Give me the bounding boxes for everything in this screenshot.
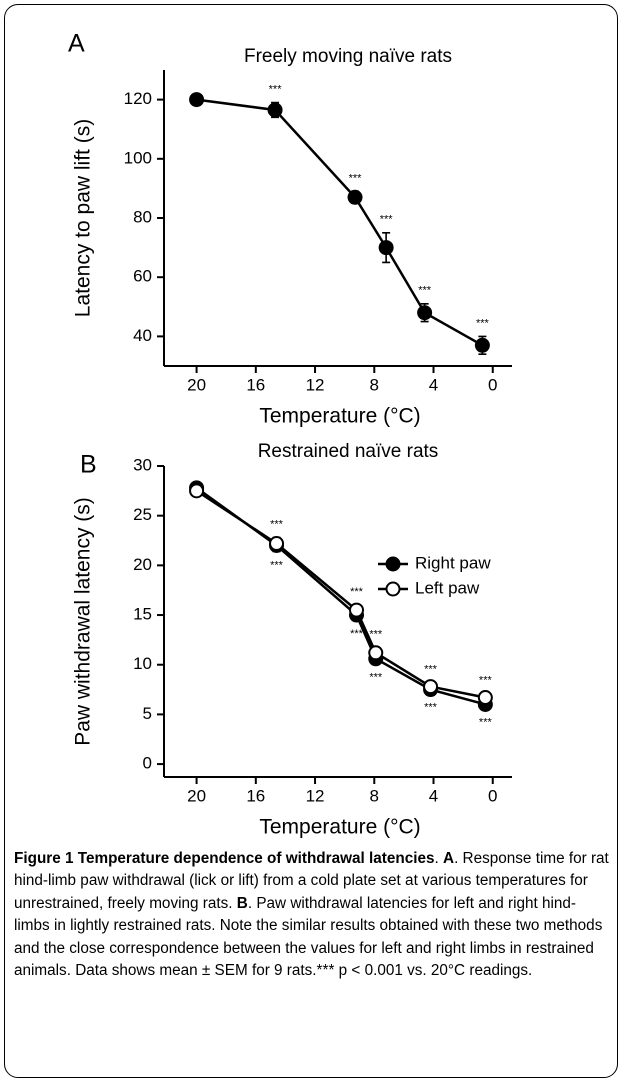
y-tick-label: 0	[143, 754, 152, 773]
series-line	[196, 98, 483, 347]
legend-label: Right paw	[415, 553, 491, 572]
marker	[267, 102, 283, 118]
x-tick-label: 0	[488, 786, 497, 805]
marker	[189, 92, 205, 108]
x-axis-label: Temperature (°C)	[259, 405, 420, 428]
caption: Figure 1 Temperature dependence of withd…	[14, 848, 610, 982]
y-tick-label: 20	[133, 555, 152, 574]
significance-label: ***	[350, 628, 364, 640]
marker	[368, 645, 384, 661]
y-tick-label: 15	[133, 605, 152, 624]
x-tick-label: 20	[187, 375, 206, 394]
significance-label: ***	[270, 559, 284, 571]
chart-title: Restrained naïve rats	[258, 441, 439, 462]
x-axis-label: Temperature (°C)	[259, 816, 420, 839]
x-tick-label: 8	[370, 375, 379, 394]
x-tick-label: 4	[429, 786, 438, 805]
significance-label: ***	[269, 83, 283, 95]
x-tick-label: 0	[488, 375, 497, 394]
significance-label: ***	[369, 672, 383, 684]
marker	[417, 305, 433, 321]
marker	[378, 240, 394, 256]
significance-label: ***	[270, 518, 284, 530]
y-tick-label: 80	[133, 207, 152, 226]
x-tick-label: 20	[187, 786, 206, 805]
marker	[347, 189, 363, 205]
marker	[269, 536, 285, 552]
significance-label: ***	[476, 317, 490, 329]
marker	[477, 690, 493, 706]
legend-marker	[385, 581, 401, 597]
significance-label: ***	[350, 586, 364, 598]
caption-bold: B	[236, 894, 248, 912]
significance-label: ***	[369, 629, 383, 641]
significance-label: ***	[479, 716, 493, 728]
x-tick-label: 12	[306, 786, 325, 805]
y-tick-label: 40	[133, 326, 152, 345]
marker	[474, 337, 490, 353]
y-tick-label: 5	[143, 704, 152, 723]
y-tick-label: 25	[133, 505, 152, 524]
figure-frame	[4, 4, 618, 1078]
significance-label: ***	[424, 664, 438, 676]
significance-label: ***	[349, 172, 363, 184]
y-tick-label: 120	[124, 89, 152, 108]
legend-marker	[385, 556, 401, 572]
x-tick-label: 16	[246, 375, 265, 394]
series-line	[195, 489, 486, 699]
legend-label: Left paw	[415, 578, 480, 597]
marker	[423, 679, 439, 695]
y-axis-label: Latency to paw lift (s)	[72, 119, 95, 317]
significance-label: ***	[424, 701, 438, 713]
caption-bold: A	[443, 850, 455, 867]
chart-title: Freely moving naïve rats	[244, 46, 452, 67]
significance-label: ***	[380, 214, 394, 226]
panel-label: A	[68, 30, 85, 58]
significance-label: ***	[418, 285, 432, 297]
y-tick-label: 60	[133, 267, 152, 286]
marker	[189, 483, 205, 499]
x-tick-label: 8	[370, 786, 379, 805]
x-tick-label: 16	[246, 786, 265, 805]
y-tick-label: 30	[133, 455, 152, 474]
caption-text: . Response time for rat hind-limb paw wi…	[14, 850, 609, 912]
marker	[349, 602, 365, 618]
panel-label: B	[80, 451, 97, 479]
significance-label: ***	[479, 674, 493, 686]
x-tick-label: 4	[429, 375, 438, 394]
y-tick-label: 10	[133, 654, 152, 673]
caption-text: . Paw withdrawal latencies for left and …	[14, 894, 603, 980]
caption-text: .	[434, 850, 443, 867]
caption-bold: Figure 1 Temperature dependence of withd…	[14, 850, 435, 867]
y-tick-label: 100	[124, 148, 152, 167]
y-axis-label: Paw withdrawal latency (s)	[72, 497, 95, 746]
x-tick-label: 12	[306, 375, 325, 394]
